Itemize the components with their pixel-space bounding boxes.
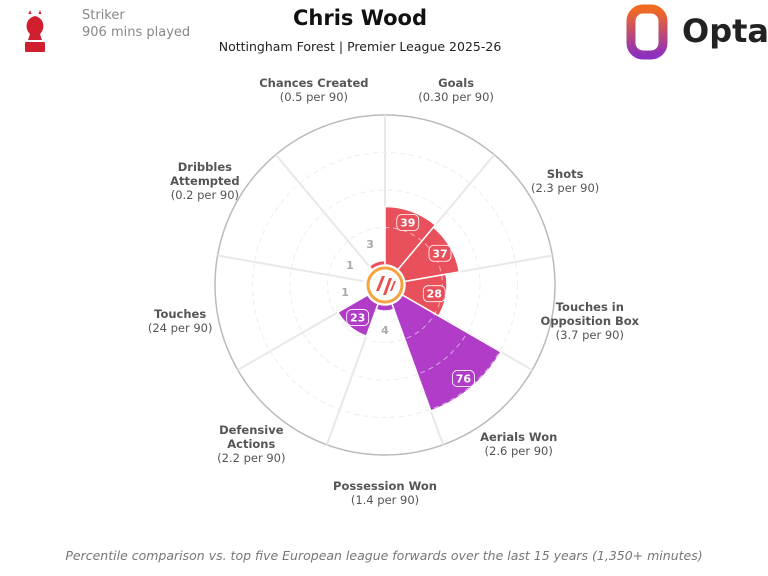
center-logo [366, 266, 404, 304]
category-label: Goals (0.30 per 90) [406, 76, 506, 104]
value-label: 28 [427, 288, 442, 301]
per90-value: (2.6 per 90) [484, 444, 553, 459]
minutes-played: 906 mins played [82, 25, 191, 40]
category-label: Defensive Actions (2.2 per 90) [211, 423, 291, 465]
category-name: Shots [546, 167, 584, 181]
grid-ring-overlay [289, 189, 481, 381]
value-label: 4 [381, 324, 389, 337]
category-name: Possession Won [333, 479, 437, 493]
category-name: Touches [154, 307, 207, 322]
center-logo-mark [376, 276, 396, 295]
per90-value: (0.30 per 90) [418, 89, 494, 104]
bar [375, 302, 395, 312]
spoke [217, 254, 366, 283]
value-badge [422, 285, 446, 303]
value-label: 37 [432, 247, 447, 260]
category-label: Possession Won (1.4 per 90) [325, 479, 445, 507]
category-label: Touches (24 per 90) [125, 307, 235, 335]
category-name: Dribbles Attempted [170, 160, 240, 188]
value-label: 1 [346, 259, 354, 272]
value-label: 3 [366, 238, 374, 251]
value-label: 1 [341, 286, 349, 299]
per90-value: (2.3 per 90) [530, 181, 600, 195]
per90-value: (3.7 per 90) [555, 328, 624, 343]
value-badge [428, 244, 452, 262]
brand-logo [626, 4, 668, 60]
grid-ring-overlay [252, 152, 518, 418]
per90-value: (1.4 per 90) [350, 493, 420, 507]
category-name: Touches in Opposition Box [540, 300, 640, 329]
category-name: Defensive Actions [219, 423, 284, 452]
footnote: Percentile comparison vs. top five Europ… [65, 548, 703, 563]
category-name: Goals [438, 75, 475, 90]
category-label: Touches in Opposition Box (3.7 per 90) [535, 300, 645, 342]
brand-name: Opta [682, 12, 768, 50]
per90-value: (0.2 per 90) [170, 188, 240, 202]
value-badge [452, 370, 475, 387]
subtitle: Nottingham Forest | Premier League 2025-… [218, 39, 502, 54]
grid-ring-overlay [327, 227, 443, 343]
category-label: Dribbles Attempted (0.2 per 90) [165, 160, 245, 202]
chart-title: Chris Wood [292, 6, 428, 30]
value-label: 39 [400, 217, 415, 230]
per90-value: (2.2 per 90) [217, 451, 286, 466]
per90-value: (0.5 per 90) [279, 89, 349, 104]
value-badge [346, 309, 370, 326]
value-badge [396, 214, 420, 231]
category-label: Chances Created (0.5 per 90) [254, 76, 374, 104]
category-name: Aerials Won [480, 430, 558, 445]
category-label: Aerials Won (2.6 per 90) [469, 430, 569, 458]
value-label: 23 [350, 312, 365, 325]
bar [368, 259, 386, 271]
category-label: Shots (2.3 per 90) [515, 167, 615, 195]
per90-value: (24 per 90) [147, 321, 213, 336]
value-label: 76 [456, 372, 472, 385]
club-crest [25, 10, 45, 52]
category-name: Chances Created [259, 75, 369, 90]
bar [390, 293, 503, 412]
player-position: Striker [82, 8, 125, 23]
